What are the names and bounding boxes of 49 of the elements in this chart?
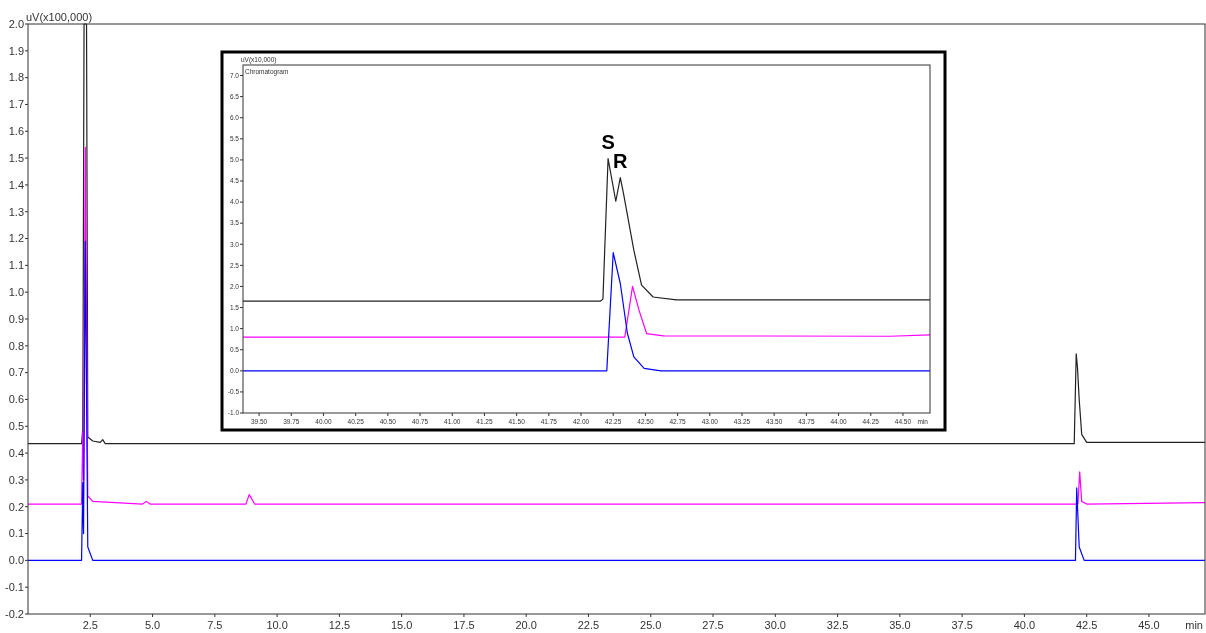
y-tick-label: 0.0 <box>8 554 24 567</box>
x-tick-label: 20.0 <box>515 619 537 631</box>
y-tick-label: 1.2 <box>8 232 24 245</box>
y-tick-label: 0.6 <box>8 393 24 406</box>
line-series <box>27 240 1206 561</box>
x-tick-label: 5.0 <box>144 619 161 631</box>
y-tick-label: -0.1 <box>5 581 24 594</box>
y-tick-label: 0.7 <box>8 366 24 379</box>
x-tick-label: 35.0 <box>889 619 911 631</box>
y-tick-label: 0.9 <box>8 312 24 325</box>
y-tick-label: 1.6 <box>8 125 24 138</box>
y-tick-label: 0.3 <box>8 473 24 486</box>
y-tick-label: 0.5 <box>8 420 24 433</box>
x-tick-label: 25.0 <box>640 619 662 631</box>
y-tick-label: 1.9 <box>8 44 24 57</box>
y-tick-label: 2.0 <box>8 17 24 30</box>
y-tick-label: 1.5 <box>8 151 24 164</box>
line-series <box>27 23 1206 445</box>
y-tick-label: -0.2 <box>5 607 24 620</box>
line-series <box>242 285 931 338</box>
x-tick-label: 15.0 <box>390 619 413 631</box>
y-tick-label: 1.8 <box>8 71 24 84</box>
x-tick-label: 27.5 <box>702 619 724 631</box>
y-tick-label: 1.4 <box>8 178 24 191</box>
y-tick-label: 0.2 <box>8 500 24 513</box>
line-series <box>242 252 931 372</box>
x-axis-title: min <box>1185 619 1203 631</box>
annotation: R <box>613 149 629 172</box>
x-tick-label: 30.0 <box>764 619 787 631</box>
x-tick-label: 32.5 <box>826 619 849 631</box>
annotation: S <box>601 130 615 153</box>
x-tick-label: 42.5 <box>1075 619 1098 631</box>
y-tick-label: 0.1 <box>8 527 24 540</box>
y-tick-label: 1.7 <box>8 98 24 111</box>
x-tick-label: 22.5 <box>577 619 600 631</box>
x-tick-label: 12.5 <box>328 619 351 631</box>
x-tick-label: 45.0 <box>1138 619 1160 631</box>
y-tick-label: 1.0 <box>8 286 24 299</box>
y-tick-label: 1.3 <box>8 205 24 218</box>
y-tick-label: 0.4 <box>8 446 24 459</box>
x-tick-label: 37.5 <box>951 619 973 631</box>
y-tick-label: 1.1 <box>8 259 24 272</box>
x-tick-label: 17.5 <box>453 619 475 631</box>
y-axis-title: uV(x100,000) <box>26 11 93 23</box>
x-tick-label: 10.0 <box>266 619 288 631</box>
x-tick-label: 40.0 <box>1013 619 1036 631</box>
y-tick-label: 0.8 <box>8 339 24 352</box>
x-tick-label: 2.5 <box>82 619 98 631</box>
x-tick-label: 7.5 <box>207 619 223 631</box>
